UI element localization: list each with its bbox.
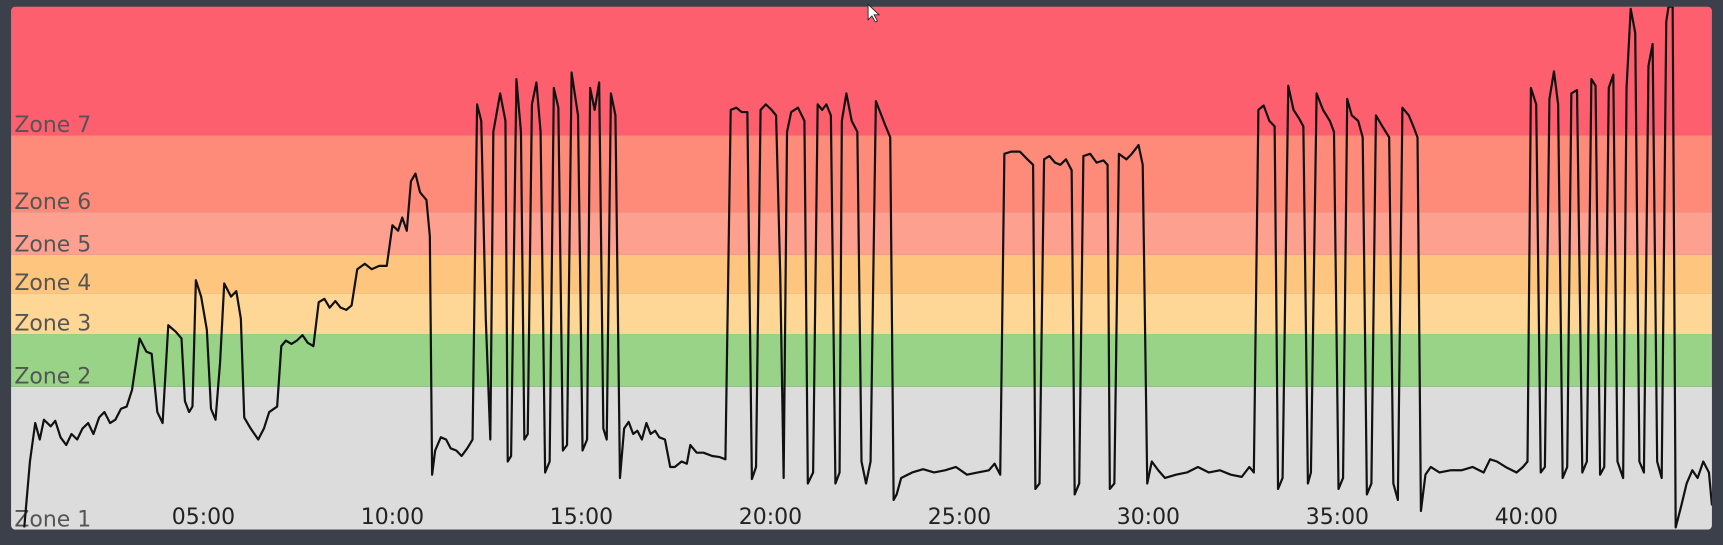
x-tick-label: 15:00 (550, 505, 613, 530)
x-tick-label: 10:00 (361, 505, 424, 530)
x-tick-label: 05:00 (172, 505, 235, 530)
zone-label: Zone 1 (14, 507, 91, 532)
zone-label: Zone 2 (14, 364, 91, 389)
x-tick-label: 40:00 (1495, 505, 1558, 530)
zone-label: Zone 5 (14, 233, 91, 258)
zone-band (11, 293, 1712, 335)
zone-band (11, 6, 1712, 136)
x-tick-label: 35:00 (1306, 505, 1369, 530)
data-line (23, 6, 1712, 529)
zone-label: Zone 3 (14, 312, 91, 337)
cursor (867, 3, 881, 23)
x-tick-label: 25:00 (928, 505, 991, 530)
zone-band (11, 254, 1712, 294)
x-tick-label: 30:00 (1117, 505, 1180, 530)
zone-label: Zone 7 (14, 113, 91, 138)
zone-label: Zone 6 (14, 190, 91, 215)
plot-area: Zone 1 Zone 2 Zone 3 Zone 4 Zone 5 Zone 6 Zone… (11, 6, 1712, 532)
zone-band (11, 135, 1712, 213)
x-tick-label: 20:00 (739, 505, 802, 530)
zone-label: Zone 4 (14, 271, 91, 296)
zone-band (11, 212, 1712, 255)
